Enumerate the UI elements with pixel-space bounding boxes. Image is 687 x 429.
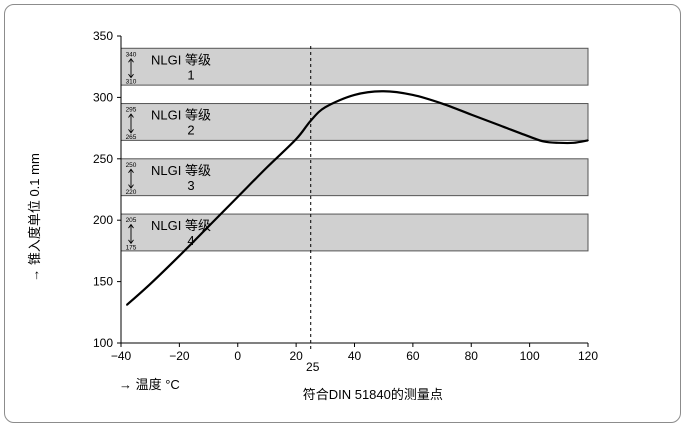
- series-point-0-1: [149, 283, 151, 285]
- series-point-0-17: [558, 142, 560, 144]
- band-grade-4: 4: [187, 233, 194, 248]
- band-label-4: NLGI 等级: [151, 218, 211, 233]
- series-point-0-0: [126, 304, 128, 306]
- band-range-top-2: 295: [126, 107, 137, 114]
- nlgi-band-2: [120, 103, 589, 141]
- band-label-2: NLGI 等级: [151, 108, 211, 123]
- y-tick-label-350: 350: [93, 29, 113, 43]
- series-point-0-10: [382, 90, 385, 93]
- series-point-0-19: [587, 139, 589, 142]
- band-range-top-4: 205: [126, 217, 137, 224]
- band-range-arrowhead-up-3: [128, 168, 134, 174]
- band-grade-1: 1: [187, 67, 194, 82]
- y-tick-label-300: 300: [93, 90, 113, 104]
- chart-frame: 100 150 200 250 300 350 −40 −20 0 20 40 60 80 100 120 →…: [4, 4, 681, 423]
- y-axis-title: → 锥入度单位 0.1 mm: [27, 153, 42, 282]
- band-range-bottom-3: 220: [126, 189, 137, 196]
- nlgi-band-1: [120, 47, 589, 86]
- nlgi-band-3: [120, 158, 589, 197]
- series-point-0-2: [178, 255, 181, 257]
- x-tick-label-0: 0: [234, 349, 241, 363]
- series-point-0-16: [543, 140, 546, 143]
- band-range-arrowhead-down-1: [128, 73, 134, 79]
- band-range-bottom-2: 265: [126, 134, 137, 141]
- series-point-0-6: [295, 138, 297, 140]
- series-point-0-15: [528, 135, 531, 138]
- band-range-arrowhead-down-4: [128, 239, 134, 245]
- x-tick-label-100: 100: [520, 349, 540, 363]
- reference-line-caption: 符合DIN 51840的测量点: [303, 387, 443, 402]
- band-label-1: NLGI 等级: [151, 52, 211, 67]
- x-tick-label-80: 80: [465, 349, 479, 363]
- band-range-top-1: 340: [126, 51, 137, 58]
- band-range-arrowhead-up-1: [128, 58, 134, 63]
- band-range-arrowhead-up-2: [128, 113, 134, 118]
- x-axis-title: → 温度 °C: [119, 377, 180, 392]
- x-tick-label--20: −20: [169, 349, 190, 363]
- y-tick-label-100: 100: [93, 336, 113, 350]
- series-point-0-12: [441, 102, 443, 105]
- x-tick-label-40: 40: [348, 349, 362, 363]
- series-point-0-18: [572, 142, 575, 144]
- series-point-0-14: [499, 124, 502, 127]
- x-tick-label-60: 60: [406, 349, 420, 363]
- series-line-0: [126, 90, 589, 306]
- band-range-arrowhead-up-4: [128, 223, 134, 229]
- series-point-0-3: [207, 225, 210, 228]
- series-point-0-4: [236, 196, 239, 198]
- y-tick-label-250: 250: [93, 152, 113, 166]
- x-tick-label--40: −40: [111, 349, 132, 363]
- x-tick-label-120: 120: [578, 349, 598, 363]
- series-point-0-11: [412, 94, 414, 96]
- y-tick-label-150: 150: [93, 275, 113, 289]
- series-point-0-8: [324, 106, 327, 109]
- y-tick-label-200: 200: [93, 213, 113, 227]
- band-range-top-3: 250: [126, 162, 137, 169]
- band-range-bottom-4: 175: [126, 244, 137, 251]
- series-point-0-5: [266, 166, 268, 169]
- band-grade-2: 2: [187, 123, 194, 138]
- series-point-0-9: [353, 94, 356, 96]
- reference-line-value: 25: [306, 360, 320, 374]
- band-range-arrowhead-down-3: [128, 184, 134, 189]
- band-range-arrowhead-down-2: [128, 129, 134, 134]
- nlgi-band-4: [120, 213, 589, 252]
- band-grade-3: 3: [187, 178, 194, 193]
- penetration-temperature-chart: 100 150 200 250 300 350 −40 −20 0 20 40 60 80 100 120 →…: [27, 29, 598, 402]
- series-point-0-7: [309, 119, 312, 122]
- band-label-3: NLGI 等级: [151, 163, 211, 178]
- band-range-bottom-1: 310: [126, 79, 137, 86]
- x-tick-label-20: 20: [289, 349, 303, 363]
- series-point-0-13: [470, 113, 473, 116]
